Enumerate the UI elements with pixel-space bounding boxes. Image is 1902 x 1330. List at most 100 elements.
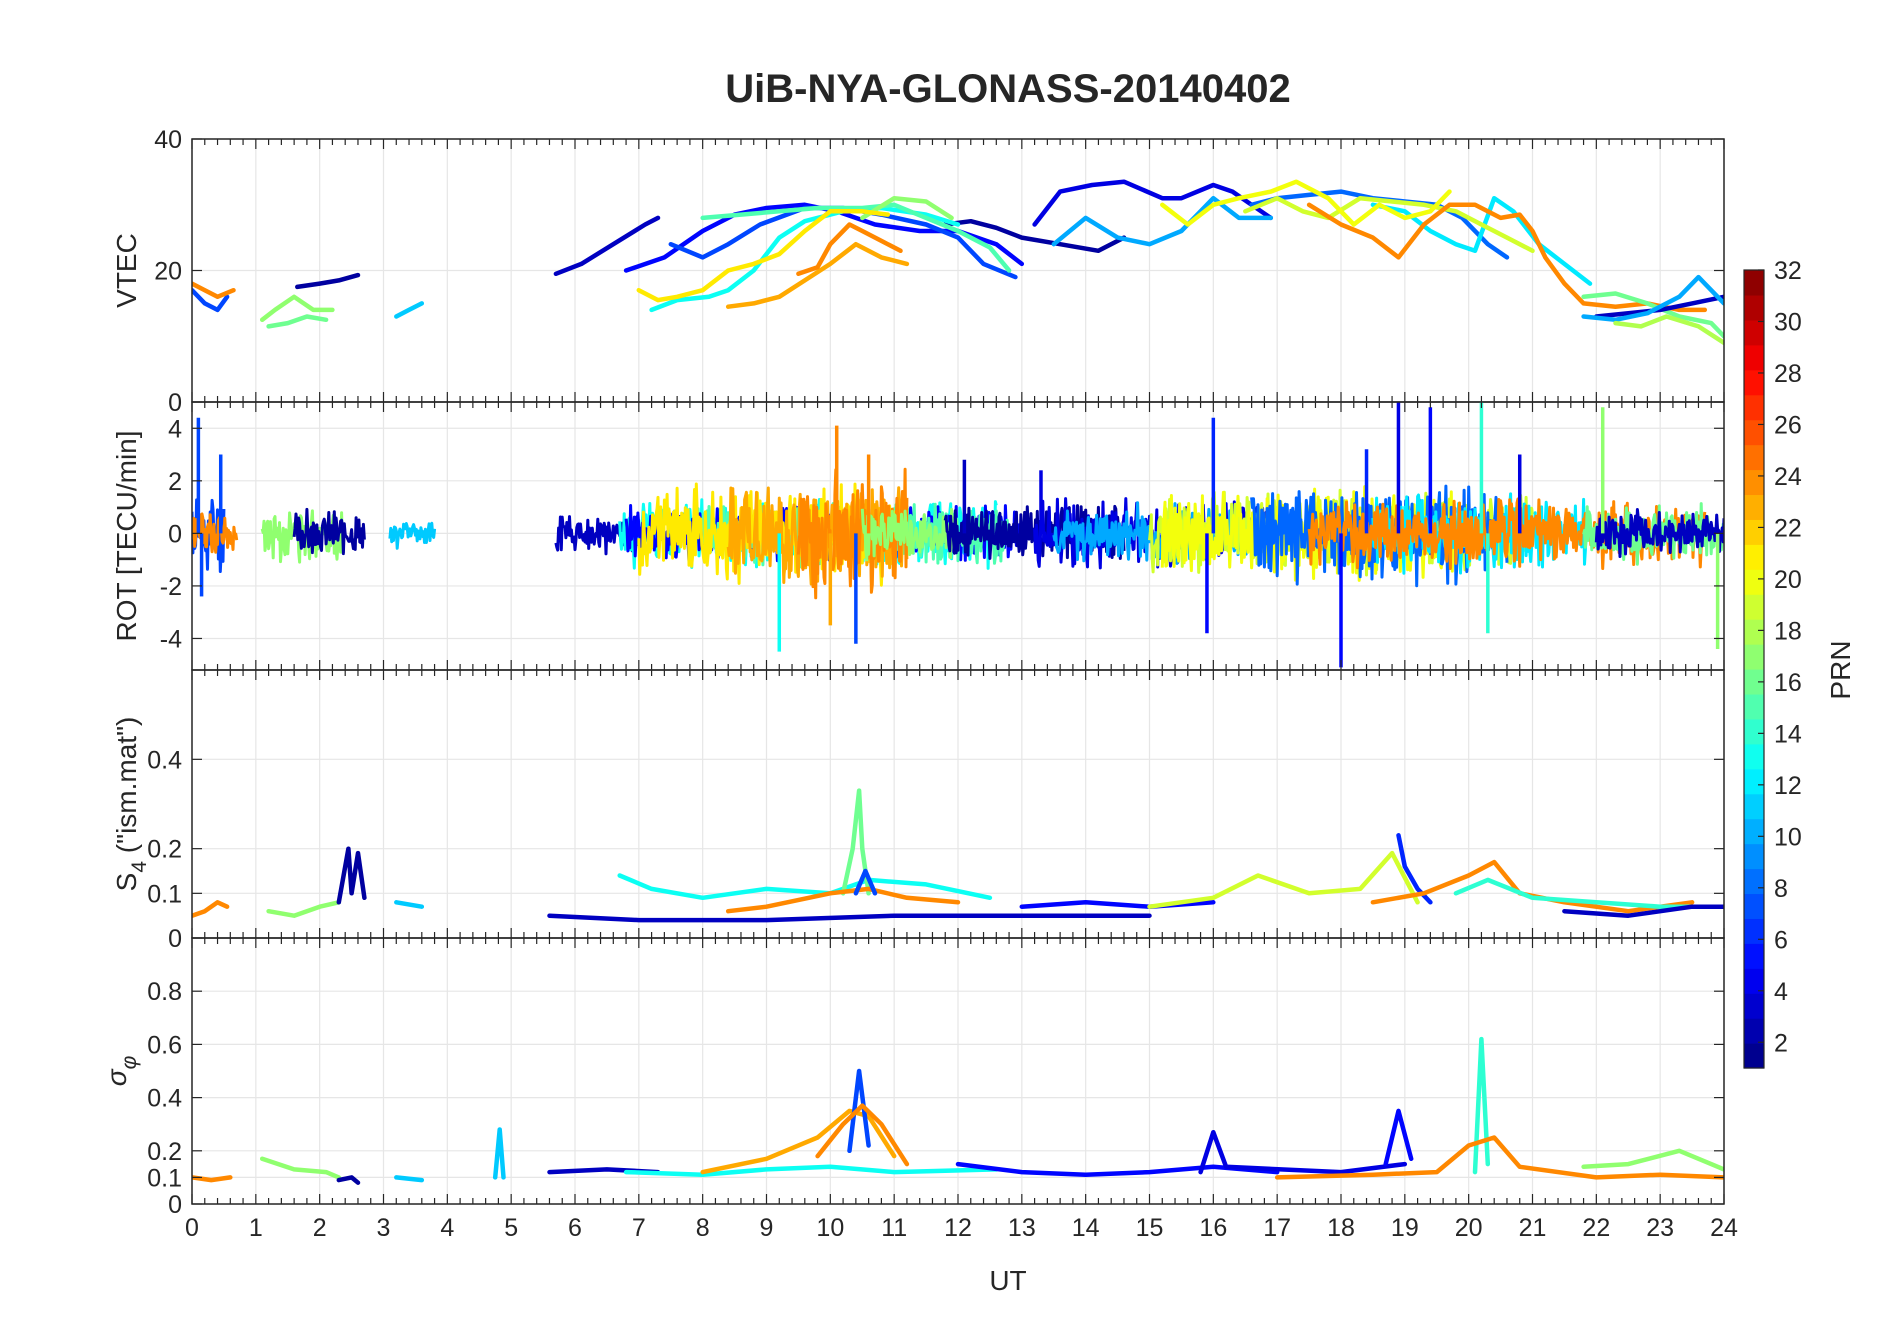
x-tick-label: 12 (944, 1214, 972, 1242)
series-line-prn-18 (1613, 314, 1724, 346)
y-axis-label-s4: S4 ("ism.mat") (111, 717, 151, 892)
colorbar-segment (1744, 394, 1764, 421)
colorbar-segment (1744, 594, 1764, 620)
y-axis-label-main: S (111, 873, 142, 892)
series-line-prn-2 (336, 846, 367, 905)
y-tick-label: 0.1 (147, 880, 182, 908)
colorbar-tick-label: 12 (1774, 772, 1802, 800)
series-line-prn-24 (1306, 202, 1708, 313)
colorbar-segment (1744, 319, 1764, 346)
colorbar-tick-label: 22 (1774, 514, 1802, 542)
rot-series-prn-3 (1594, 508, 1724, 558)
series-line-prn-11 (492, 1127, 506, 1180)
series-line-prn-24 (1274, 1135, 1724, 1180)
colorbar-segment (1744, 569, 1764, 595)
rot-series-prn-17 (860, 507, 960, 562)
x-tick-label: 23 (1646, 1214, 1674, 1242)
x-tick-label: 13 (1008, 1214, 1036, 1242)
x-tick-label: 9 (760, 1214, 774, 1242)
x-tick-label: 21 (1519, 1214, 1547, 1242)
series-line-prn-7 (847, 1068, 871, 1154)
series-line-prn-3 (1562, 904, 1724, 918)
series-line-prn-24 (192, 281, 236, 300)
colorbar-segment (1744, 1018, 1764, 1044)
x-tick-label: 19 (1391, 1214, 1419, 1242)
x-tick-label: 8 (696, 1214, 710, 1242)
series-line-prn-17 (259, 1156, 342, 1180)
y-axis-label-rot: ROT [TECU/min] (111, 430, 142, 641)
series-line-prn-24 (192, 900, 230, 918)
colorbar-segment (1744, 793, 1764, 820)
colorbar-segment (1744, 868, 1764, 895)
colorbar-tick-label: 30 (1774, 308, 1802, 336)
series-line-prn-21 (636, 209, 891, 303)
series-line-prn-24 (815, 1103, 910, 1167)
series-line-prn-24 (192, 1175, 233, 1183)
series-line-prn-2 (295, 272, 361, 290)
series-line-prn-11 (394, 1175, 425, 1183)
y-axis-label-sigphi: σφ (101, 1055, 141, 1086)
series-line-prn-17 (1581, 1148, 1724, 1172)
colorbar-tick-label: 4 (1774, 978, 1788, 1006)
x-tick-label: 14 (1072, 1214, 1100, 1242)
series-line-prn-17 (860, 195, 954, 221)
series-line-prn-24 (796, 222, 903, 277)
panel-data-s4 (192, 788, 1724, 923)
y-tick-label: 0 (168, 1191, 182, 1219)
series-line-prn-11 (394, 900, 425, 909)
colorbar-segment (1744, 718, 1764, 745)
series-line-prn-6 (1396, 833, 1433, 905)
x-tick-label: 7 (632, 1214, 646, 1242)
colorbar-segment (1744, 693, 1764, 720)
colorbar-segment (1744, 669, 1764, 695)
y-tick-label: 4 (168, 415, 182, 443)
x-tick-label: 22 (1582, 1214, 1610, 1242)
colorbar-segment (1744, 619, 1764, 645)
series-line-prn-20 (1160, 179, 1452, 227)
x-tick-label: 10 (816, 1214, 844, 1242)
colorbar-segment (1744, 644, 1764, 670)
colorbar-segment (1744, 419, 1764, 446)
colorbar-segment (1744, 943, 1764, 969)
y-tick-label: 0 (168, 389, 182, 417)
series-line-prn-19 (1147, 850, 1420, 909)
series-line-prn-13 (623, 1164, 999, 1177)
x-tick-label: 0 (185, 1214, 199, 1242)
rot-series-prn-2 (292, 507, 366, 556)
colorbar-tick-label: 8 (1774, 875, 1788, 903)
rot-series-prn-24 (796, 467, 909, 600)
colorbar-segment (1744, 968, 1764, 994)
series-line-prn-5 (1383, 1108, 1414, 1167)
colorbar-tick-label: 10 (1774, 823, 1802, 851)
series-line-prn-13 (617, 873, 993, 901)
y-axis-label-vtec: VTEC (111, 233, 142, 308)
chart-title: UiB-NYA-GLONASS-20140402 (725, 67, 1290, 111)
y-tick-label: 2 (168, 468, 182, 496)
series-line-prn-10 (1051, 195, 1274, 247)
x-tick-label: 18 (1327, 1214, 1355, 1242)
series-line-prn-23 (725, 241, 910, 309)
series-line-prn-7 (853, 868, 878, 896)
colorbar-segment (1744, 1043, 1764, 1069)
panel-vtec: 0 20 40 VTEC (111, 126, 1725, 417)
series-line-prn-14 (1453, 877, 1724, 909)
series-line-prn-2 (942, 218, 1127, 254)
colorbar-frame (1743, 269, 1765, 1069)
colorbar-tick-label: 2 (1774, 1029, 1788, 1057)
series-line-prn-4 (1198, 1129, 1408, 1175)
series-line-prn-10 (1581, 274, 1724, 323)
colorbar-segment (1744, 843, 1764, 870)
series-line-prn-11 (394, 301, 425, 319)
x-tick-label: 17 (1263, 1214, 1291, 1242)
colorbar-segment (1744, 918, 1764, 944)
y-axis-label-suffix: ("ism.mat") (111, 717, 142, 861)
colorbar-tick-label: 16 (1774, 669, 1802, 697)
colorbar-tick-label: 20 (1774, 566, 1802, 594)
colorbar-segment (1744, 469, 1764, 496)
colorbar-segment (1744, 818, 1764, 845)
x-tick-label: 11 (881, 1214, 907, 1242)
series-line-prn-24 (1370, 859, 1695, 914)
series-line-prn-13 (649, 205, 961, 313)
